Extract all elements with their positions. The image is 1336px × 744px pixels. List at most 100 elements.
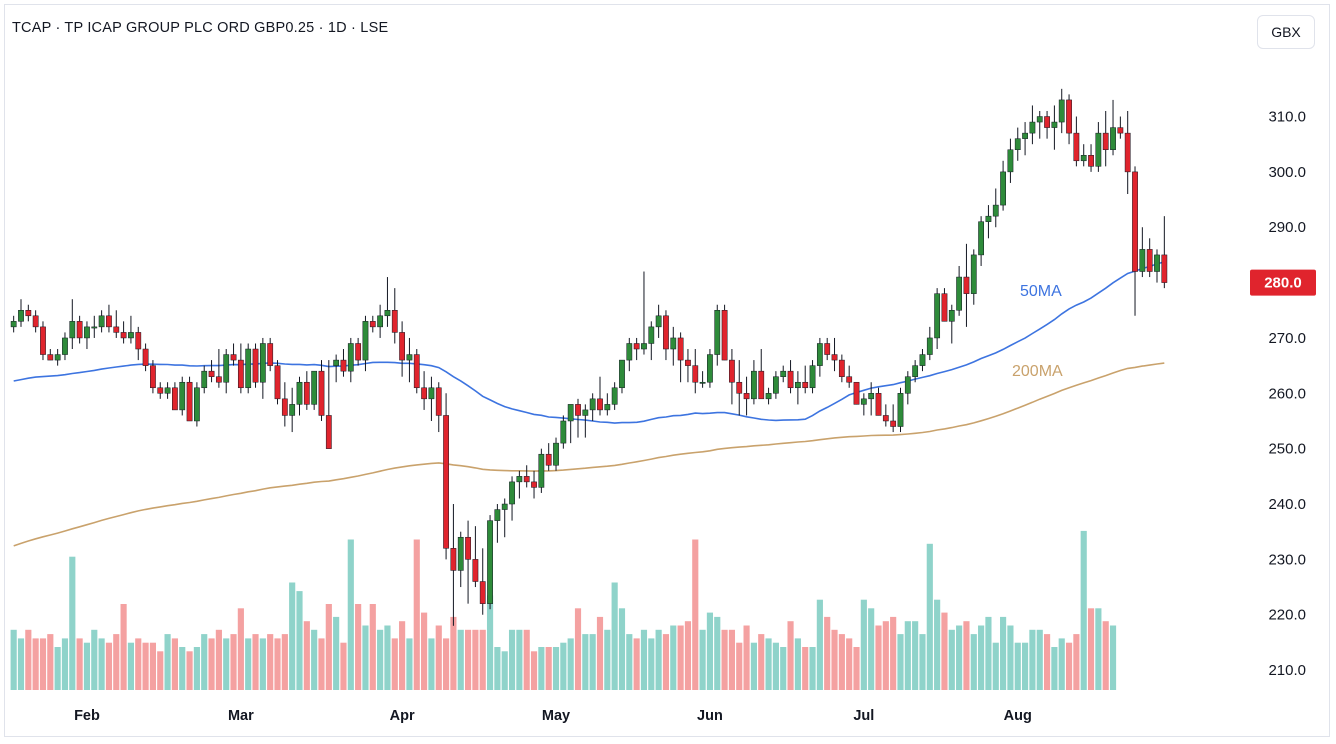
candle-body [32, 315, 39, 328]
candle-body [1007, 149, 1014, 173]
volume-bar [912, 621, 919, 690]
volume-bar [985, 616, 992, 690]
volume-bar [633, 638, 640, 690]
candle-body [98, 315, 105, 328]
candle-body [223, 354, 230, 383]
candle-body [714, 310, 721, 355]
volume-bar [904, 621, 911, 690]
volume-bar [860, 599, 867, 690]
volume-bar [135, 638, 142, 690]
candle-body [1073, 132, 1080, 162]
volume-bar [179, 647, 186, 690]
candle-body [179, 381, 186, 411]
candle-body [355, 343, 362, 361]
volume-bar [443, 638, 450, 690]
volume-bar [486, 595, 494, 690]
candle-body [655, 315, 662, 328]
candle-body [663, 315, 669, 350]
candle-body [685, 359, 691, 366]
candle-body [18, 310, 24, 322]
volume-bar [318, 638, 325, 690]
x-month-label: Feb [74, 708, 100, 724]
candle-body [377, 315, 384, 328]
volume-bar [435, 625, 442, 690]
volume-bar [970, 634, 977, 690]
volume-bar [626, 634, 633, 690]
last-price-label: 280.0 [1264, 275, 1302, 292]
candle-body [626, 343, 633, 361]
volume-bar [508, 629, 516, 690]
candle-body [560, 420, 567, 444]
volume-bar [1036, 629, 1043, 690]
candle-body [281, 398, 288, 416]
candle-body [553, 442, 559, 466]
volume-bar [787, 621, 794, 690]
candle-body [846, 376, 853, 383]
candle-body [186, 381, 193, 422]
candle-body [1000, 171, 1006, 206]
candle-body [538, 453, 545, 488]
volume-bar [1043, 634, 1051, 690]
volume-bar [640, 629, 648, 690]
volume-bar [1080, 530, 1087, 690]
volume-bar [142, 642, 149, 690]
candle-body [259, 343, 266, 383]
candle-body [252, 348, 259, 383]
currency-button[interactable]: GBX [1257, 15, 1315, 49]
ma50-label: 50MA [1020, 283, 1062, 300]
candle-body [84, 326, 90, 339]
volume-bar [25, 629, 32, 690]
candle-body [794, 381, 801, 389]
volume-bar [377, 629, 384, 690]
candle-body [10, 321, 17, 328]
candle-body [809, 365, 816, 389]
candle-body [1022, 132, 1028, 139]
y-tick-label: 290.0 [1268, 219, 1306, 236]
volume-bar [545, 647, 552, 690]
candle-body [948, 310, 955, 322]
candle-body [296, 381, 303, 405]
candle-body [1154, 254, 1160, 272]
volume-bar [772, 642, 779, 690]
volume-bar [54, 647, 61, 690]
candle-body [325, 415, 332, 449]
candle-body [303, 381, 310, 405]
candle-body [670, 337, 677, 350]
volume-bar [120, 604, 127, 690]
y-tick-label: 220.0 [1268, 607, 1306, 624]
candle-body [838, 359, 845, 377]
candle-body [985, 215, 992, 222]
volume-bar [201, 634, 208, 690]
volume-bar [1051, 647, 1058, 690]
y-tick-label: 300.0 [1268, 164, 1306, 181]
candle-body [399, 332, 405, 361]
candle-body [472, 559, 479, 582]
volume-bar [91, 629, 98, 690]
volume-bar [127, 642, 135, 690]
volume-bar [1102, 621, 1109, 690]
candle-body [1051, 121, 1058, 128]
candle-body [853, 381, 860, 405]
candle-body [274, 365, 281, 400]
candle-body [567, 404, 574, 422]
volume-bar [684, 621, 692, 690]
candle-body [1029, 121, 1036, 134]
candle-body [956, 276, 963, 311]
volume-bar [479, 629, 486, 690]
volume-bar [1022, 642, 1029, 690]
candle-body [1066, 99, 1072, 134]
volume-bar [259, 638, 266, 690]
volume-bar [655, 629, 662, 690]
volume-bar [530, 651, 538, 690]
candle-body [912, 365, 919, 377]
x-month-label: Aug [1004, 708, 1032, 724]
candle-body [421, 387, 427, 400]
candle-body [882, 415, 889, 422]
candle-body [875, 393, 882, 416]
volume-bar [604, 629, 611, 690]
candle-body [435, 387, 442, 416]
candle-body [54, 354, 61, 361]
candle-body [758, 370, 765, 400]
volume-bar [611, 582, 618, 690]
